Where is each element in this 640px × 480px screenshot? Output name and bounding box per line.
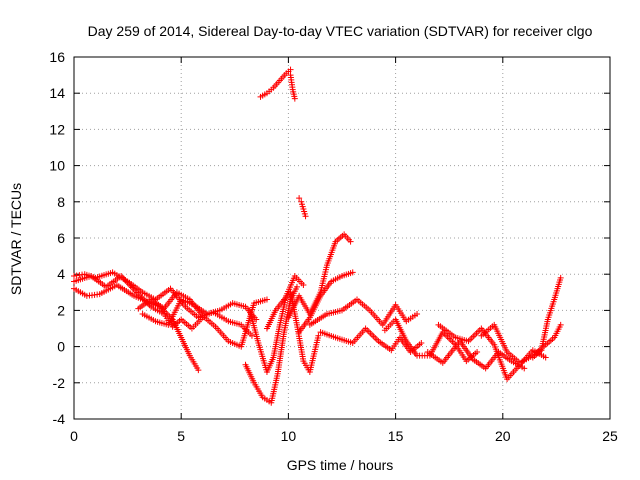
series-s4 bbox=[139, 296, 260, 328]
y-tick-label: 16 bbox=[49, 49, 65, 65]
series-s12 bbox=[317, 325, 425, 356]
data-point bbox=[300, 282, 307, 289]
data-point bbox=[248, 332, 255, 339]
data-point bbox=[414, 311, 421, 318]
data-point bbox=[347, 238, 354, 245]
data-point bbox=[296, 195, 303, 202]
series-s5 bbox=[135, 289, 270, 350]
data-point bbox=[263, 296, 270, 303]
y-tick-label: 6 bbox=[57, 230, 65, 246]
series-s16 bbox=[478, 321, 564, 366]
data-point bbox=[418, 339, 425, 346]
y-tick-label: 8 bbox=[57, 194, 65, 210]
y-tick-label: -4 bbox=[53, 411, 66, 427]
data-point bbox=[521, 365, 528, 372]
y-tick-label: 2 bbox=[57, 302, 65, 318]
series-s19 bbox=[287, 72, 298, 102]
series-s17 bbox=[529, 274, 564, 361]
series-s10 bbox=[296, 269, 356, 336]
x-tick-label: 25 bbox=[602, 428, 618, 444]
series-s11 bbox=[306, 296, 421, 328]
x-tick-label: 20 bbox=[495, 428, 511, 444]
data-point bbox=[291, 95, 298, 102]
x-axis-label: GPS time / hours bbox=[287, 457, 394, 473]
x-tick-label: 10 bbox=[281, 428, 297, 444]
data-point bbox=[557, 321, 564, 328]
data-point bbox=[349, 269, 356, 276]
tick-labels: 0 5 10 15 20 25 -4 -2 0 2 4 6 8 10 12 14 16 bbox=[49, 49, 618, 444]
x-tick-label: 5 bbox=[177, 428, 185, 444]
data-point bbox=[293, 283, 300, 290]
data-point bbox=[302, 213, 309, 220]
data-point bbox=[287, 66, 294, 73]
data-point bbox=[542, 354, 549, 361]
data-point bbox=[474, 349, 481, 356]
axes bbox=[73, 56, 611, 420]
x-tick-label: 15 bbox=[388, 428, 404, 444]
series-s14 bbox=[424, 338, 528, 372]
series-s13 bbox=[381, 316, 481, 365]
series-s6 bbox=[242, 283, 300, 406]
data-point bbox=[315, 332, 322, 339]
data-point bbox=[557, 274, 564, 281]
series-s18 bbox=[257, 66, 294, 100]
y-axis-label: SDTVAR / TECUs bbox=[8, 183, 24, 295]
y-tick-label: 10 bbox=[49, 158, 65, 174]
series-s20 bbox=[296, 195, 309, 220]
y-tick-label: -2 bbox=[53, 375, 66, 391]
y-tick-label: 0 bbox=[57, 339, 65, 355]
y-tick-label: 4 bbox=[57, 266, 65, 282]
data-point bbox=[195, 367, 202, 374]
y-tick-label: 12 bbox=[49, 121, 65, 137]
x-tick-label: 0 bbox=[70, 428, 78, 444]
y-tick-label: 14 bbox=[49, 85, 65, 101]
data-points bbox=[71, 66, 564, 406]
chart-title: Day 259 of 2014, Sidereal Day-to-day VTE… bbox=[88, 23, 593, 39]
